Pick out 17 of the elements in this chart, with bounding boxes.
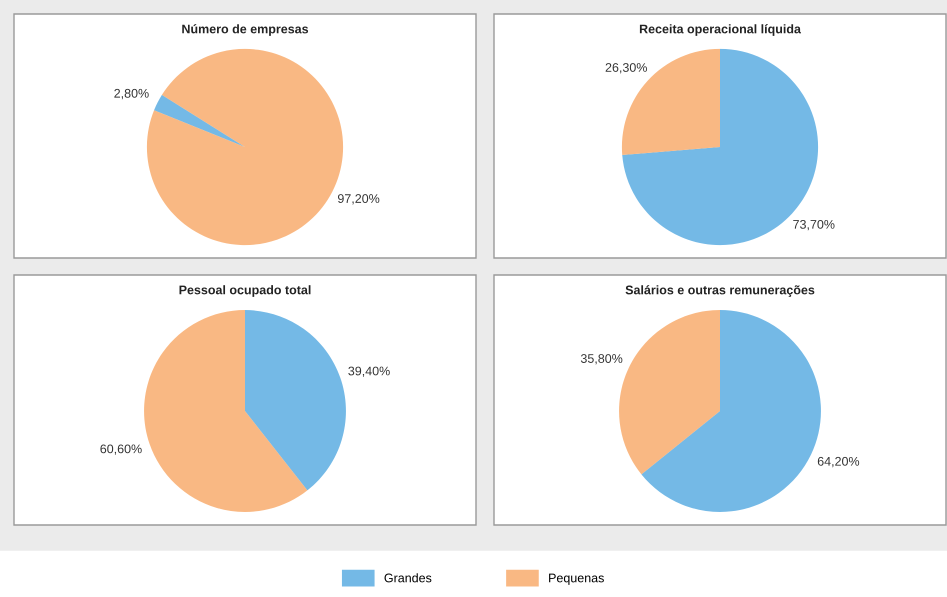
chart-title: Pessoal ocupado total: [180, 285, 310, 297]
data-label: 73,70%: [793, 220, 835, 230]
pie-slice: [144, 310, 308, 512]
pie-slice: [245, 310, 346, 490]
data-label: 97,20%: [338, 194, 380, 204]
legend-label: Pequenas: [549, 574, 604, 585]
data-label: 39,40%: [348, 366, 390, 377]
data-label: 26,30%: [606, 63, 647, 74]
chart-title: Número de empresas: [182, 24, 308, 36]
pie-slice: [154, 94, 245, 147]
data-label: 60,60%: [100, 444, 142, 455]
legend-label: Grandes: [384, 573, 432, 582]
chart-title: Salários e outras remunerações: [626, 285, 814, 297]
data-label: 64,20%: [818, 456, 860, 468]
data-label: 35,80%: [580, 354, 622, 364]
chart-title: Receita operacional líquida: [640, 24, 802, 36]
data-label: 2,80%: [114, 88, 149, 100]
